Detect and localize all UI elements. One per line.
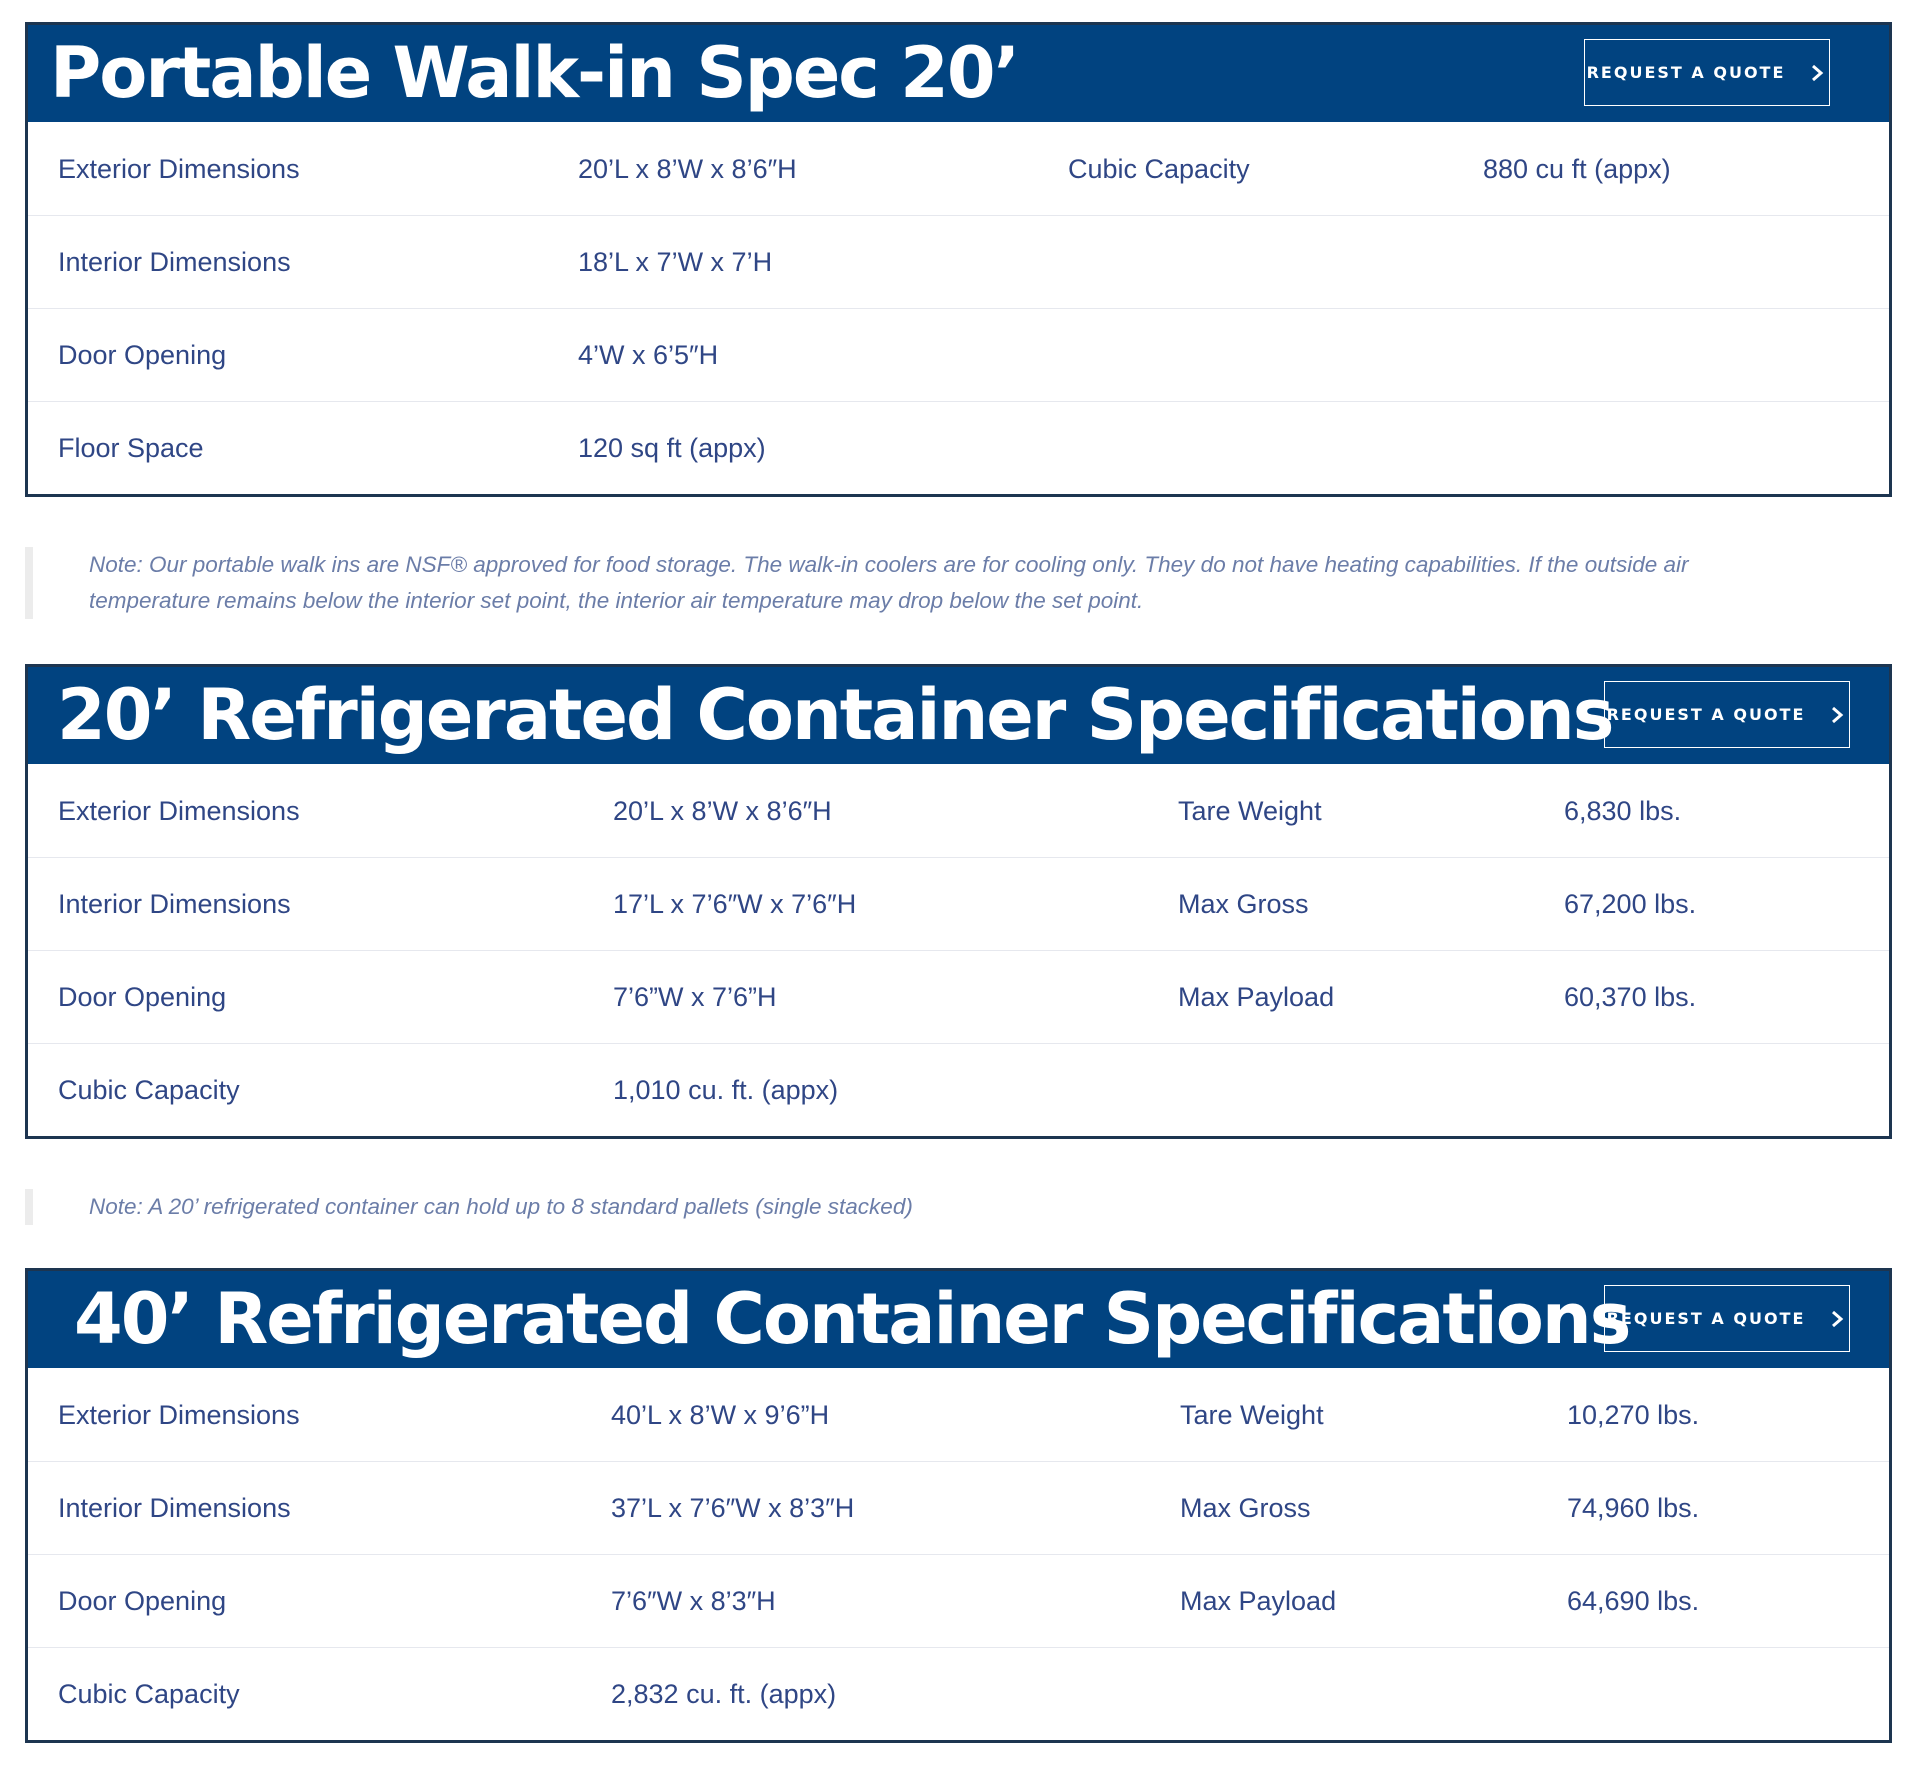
table-row: Cubic Capacity 1,010 cu. ft. (appx) <box>28 1042 1889 1136</box>
table-row: Door Opening 7’6”W x 7’6”H Max Payload 6… <box>28 949 1889 1043</box>
spec-value: 120 sq ft (appx) <box>578 400 1068 494</box>
note-line: temperature remains below the interior s… <box>89 588 1144 613</box>
spec-label: Max Gross <box>1178 856 1564 950</box>
spec-table: Exterior Dimensions 20’L x 8’W x 8’6″H C… <box>28 122 1889 494</box>
spec-value: 1,010 cu. ft. (appx) <box>613 1042 1178 1136</box>
spec-value: 10,270 lbs. <box>1567 1399 1700 1430</box>
container-40-spec-section: 40’ Refrigerated Container Specification… <box>25 1268 1892 1743</box>
section-title: 20’ Refrigerated Container Specification… <box>57 674 1614 756</box>
spec-value: 17’L x 7’6″W x 7’6″H <box>613 856 1178 950</box>
request-quote-button[interactable]: REQUEST A QUOTE <box>1604 1285 1850 1352</box>
spec-label: Max Payload <box>1178 949 1564 1043</box>
spec-label: Interior Dimensions <box>28 856 613 950</box>
spec-label: Exterior Dimensions <box>58 1399 300 1430</box>
spec-label: Max Payload <box>1180 1553 1567 1647</box>
spec-value: 74,960 lbs. <box>1567 1460 1889 1554</box>
table-row: Exterior Dimensions 40’L x 8’W x 9’6”H T… <box>28 1368 1889 1461</box>
spec-label <box>1178 1042 1564 1136</box>
spec-label: Cubic Capacity <box>1068 153 1250 184</box>
spec-value <box>1567 1646 1889 1740</box>
table-row: Door Opening 7’6″W x 8’3″H Max Payload 6… <box>28 1553 1889 1647</box>
spec-label: Cubic Capacity <box>28 1646 611 1740</box>
section-header: Portable Walk-in Spec 20’ REQUEST A QUOT… <box>28 25 1889 122</box>
spec-value: 60,370 lbs. <box>1564 949 1889 1043</box>
request-quote-label: REQUEST A QUOTE <box>1606 705 1806 724</box>
request-quote-button[interactable]: REQUEST A QUOTE <box>1584 39 1830 106</box>
spec-value <box>1483 307 1889 401</box>
spec-value <box>1564 1042 1889 1136</box>
chevron-right-icon <box>1812 64 1824 81</box>
spec-value: 67,200 lbs. <box>1564 856 1889 950</box>
spec-value: 20’L x 8’W x 8’6″H <box>578 153 797 184</box>
spec-table: Exterior Dimensions 40’L x 8’W x 9’6”H T… <box>28 1368 1889 1740</box>
table-row: Door Opening 4’W x 6’5″H <box>28 307 1889 401</box>
spec-value: 18’L x 7’W x 7’H <box>578 214 1068 308</box>
chevron-right-icon <box>1832 1310 1844 1327</box>
table-row: Interior Dimensions 18’L x 7’W x 7’H <box>28 214 1889 308</box>
table-row: Interior Dimensions 17’L x 7’6″W x 7’6″H… <box>28 856 1889 950</box>
spec-value: 7’6”W x 7’6”H <box>613 949 1178 1043</box>
spec-value: 40’L x 8’W x 9’6”H <box>611 1399 830 1430</box>
table-row: Floor Space 120 sq ft (appx) <box>28 400 1889 494</box>
table-row: Exterior Dimensions 20’L x 8’W x 8’6″H C… <box>28 122 1889 215</box>
spec-value: 7’6″W x 8’3″H <box>611 1553 1180 1647</box>
spec-value: 64,690 lbs. <box>1567 1553 1889 1647</box>
table-row: Exterior Dimensions 20’L x 8’W x 8’6″H T… <box>28 764 1889 857</box>
spec-label <box>1068 400 1483 494</box>
spec-label <box>1180 1646 1567 1740</box>
note-line: Note: A 20’ refrigerated container can h… <box>89 1194 913 1219</box>
spec-label: Cubic Capacity <box>28 1042 613 1136</box>
spec-value: 6,830 lbs. <box>1564 795 1682 826</box>
spec-label <box>1068 307 1483 401</box>
section-header: 40’ Refrigerated Container Specification… <box>28 1271 1889 1368</box>
spec-table: Exterior Dimensions 20’L x 8’W x 8’6″H T… <box>28 764 1889 1136</box>
chevron-right-icon <box>1832 706 1844 723</box>
request-quote-label: REQUEST A QUOTE <box>1586 63 1786 82</box>
spec-label: Floor Space <box>28 400 578 494</box>
spec-label: Tare Weight <box>1178 795 1322 826</box>
section-header: 20’ Refrigerated Container Specification… <box>28 667 1889 764</box>
spec-label <box>1068 214 1483 308</box>
spec-value: 37’L x 7’6″W x 8’3″H <box>611 1460 1180 1554</box>
spec-label: Exterior Dimensions <box>58 795 300 826</box>
walk-in-spec-section: Portable Walk-in Spec 20’ REQUEST A QUOT… <box>25 22 1892 497</box>
spec-label: Door Opening <box>28 949 613 1043</box>
spec-label: Interior Dimensions <box>28 214 578 308</box>
spec-value: 880 cu ft (appx) <box>1483 153 1671 184</box>
spec-label: Door Opening <box>28 307 578 401</box>
table-row: Cubic Capacity 2,832 cu. ft. (appx) <box>28 1646 1889 1740</box>
spec-label: Exterior Dimensions <box>58 153 300 184</box>
section-title: 40’ Refrigerated Container Specification… <box>74 1278 1631 1360</box>
spec-label: Interior Dimensions <box>28 1460 611 1554</box>
spec-label: Door Opening <box>28 1553 611 1647</box>
walk-in-note: Note: Our portable walk ins are NSF® app… <box>25 547 1689 619</box>
container-20-spec-section: 20’ Refrigerated Container Specification… <box>25 664 1892 1139</box>
note-line: Note: Our portable walk ins are NSF® app… <box>89 552 1689 577</box>
table-row: Interior Dimensions 37’L x 7’6″W x 8’3″H… <box>28 1460 1889 1554</box>
request-quote-label: REQUEST A QUOTE <box>1606 1309 1806 1328</box>
container-20-note: Note: A 20’ refrigerated container can h… <box>25 1189 913 1225</box>
request-quote-button[interactable]: REQUEST A QUOTE <box>1604 681 1850 748</box>
spec-label: Max Gross <box>1180 1460 1567 1554</box>
spec-value: 20’L x 8’W x 8’6″H <box>613 795 832 826</box>
spec-value: 4’W x 6’5″H <box>578 307 1068 401</box>
spec-label: Tare Weight <box>1180 1399 1324 1430</box>
spec-value <box>1483 400 1889 494</box>
section-title: Portable Walk-in Spec 20’ <box>50 32 1020 114</box>
spec-value: 2,832 cu. ft. (appx) <box>611 1646 1180 1740</box>
spec-value <box>1483 214 1889 308</box>
